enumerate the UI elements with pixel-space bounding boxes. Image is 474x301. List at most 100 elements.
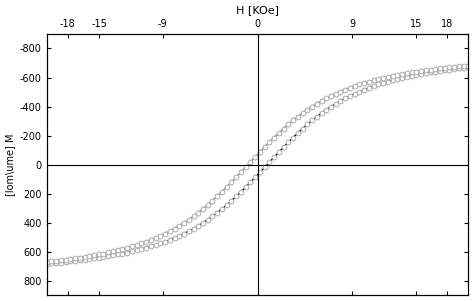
Point — [232, 175, 240, 180]
Point — [171, 226, 178, 231]
Point — [351, 91, 358, 96]
Point — [446, 67, 453, 72]
Point — [455, 66, 463, 71]
Point — [289, 118, 297, 123]
Point — [450, 64, 458, 69]
Point — [152, 235, 159, 240]
Point — [137, 247, 145, 252]
Point — [185, 229, 192, 234]
Point — [460, 64, 467, 68]
Point — [166, 229, 173, 234]
Point — [223, 185, 230, 190]
Point — [346, 85, 354, 90]
Point — [161, 231, 169, 236]
Point — [133, 243, 140, 247]
Point — [123, 245, 131, 250]
Point — [180, 220, 188, 225]
Point — [284, 122, 292, 127]
Point — [199, 206, 207, 211]
Point — [242, 165, 249, 170]
Point — [370, 78, 377, 83]
Point — [275, 131, 283, 135]
Point — [209, 214, 216, 219]
Point — [412, 73, 420, 77]
Point — [175, 233, 183, 238]
Point — [114, 248, 121, 253]
Point — [232, 194, 240, 199]
Point — [389, 73, 396, 78]
Point — [308, 104, 316, 109]
Point — [379, 81, 387, 85]
Point — [218, 206, 226, 211]
Point — [90, 256, 98, 261]
Point — [294, 131, 301, 135]
Point — [57, 258, 64, 263]
Point — [118, 247, 126, 252]
Point — [280, 145, 287, 150]
Point — [427, 67, 434, 72]
Point — [194, 210, 202, 215]
Point — [43, 262, 50, 266]
Point — [47, 261, 55, 266]
Point — [251, 155, 259, 160]
Point — [313, 101, 320, 106]
Point — [47, 259, 55, 264]
Point — [213, 194, 221, 199]
Point — [450, 67, 458, 71]
Point — [427, 70, 434, 75]
Point — [256, 150, 264, 154]
Point — [100, 251, 107, 256]
Point — [398, 76, 406, 80]
Point — [384, 79, 392, 84]
Point — [436, 69, 444, 73]
Point — [261, 145, 268, 150]
Point — [465, 63, 472, 68]
Point — [104, 250, 112, 255]
Point — [52, 259, 60, 263]
Point — [171, 235, 178, 240]
Point — [114, 252, 121, 257]
Point — [265, 160, 273, 165]
Point — [341, 96, 349, 101]
Point — [332, 91, 339, 96]
Point — [379, 76, 387, 80]
Point — [133, 248, 140, 253]
Point — [194, 223, 202, 228]
Point — [341, 87, 349, 92]
Point — [337, 89, 344, 94]
Point — [251, 175, 259, 180]
Point — [431, 67, 439, 71]
Point — [360, 81, 368, 85]
Point — [460, 66, 467, 70]
Point — [356, 82, 363, 87]
Point — [90, 253, 98, 258]
Point — [289, 135, 297, 140]
Point — [270, 155, 278, 160]
Point — [57, 260, 64, 265]
Point — [66, 257, 74, 262]
Point — [313, 114, 320, 119]
Point — [422, 71, 429, 76]
Point — [403, 75, 410, 79]
Point — [280, 126, 287, 131]
Point — [104, 254, 112, 259]
Point — [228, 180, 235, 185]
Point — [123, 250, 131, 255]
Point — [199, 220, 207, 225]
Point — [408, 70, 415, 75]
X-axis label: H [KOe]: H [KOe] — [236, 5, 279, 16]
Point — [166, 237, 173, 242]
Point — [147, 244, 155, 249]
Point — [327, 104, 335, 109]
Point — [95, 252, 102, 257]
Point — [431, 69, 439, 74]
Point — [265, 140, 273, 145]
Point — [147, 237, 155, 242]
Point — [318, 111, 325, 116]
Point — [398, 72, 406, 76]
Point — [417, 72, 425, 76]
Point — [76, 255, 83, 260]
Point — [204, 203, 211, 207]
Point — [237, 170, 245, 175]
Point — [303, 107, 311, 112]
